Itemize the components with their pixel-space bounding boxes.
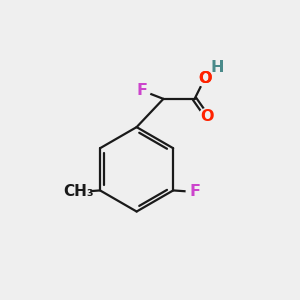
Circle shape <box>186 184 203 200</box>
Text: O: O <box>198 70 212 86</box>
Circle shape <box>61 178 90 206</box>
Text: F: F <box>189 184 200 200</box>
Circle shape <box>197 70 213 86</box>
Circle shape <box>197 70 213 86</box>
Circle shape <box>134 82 150 99</box>
Text: CH₃: CH₃ <box>63 184 94 200</box>
Text: F: F <box>136 83 148 98</box>
Text: H: H <box>211 60 224 75</box>
Circle shape <box>199 108 215 125</box>
Text: O: O <box>198 70 212 86</box>
Text: O: O <box>200 109 214 124</box>
